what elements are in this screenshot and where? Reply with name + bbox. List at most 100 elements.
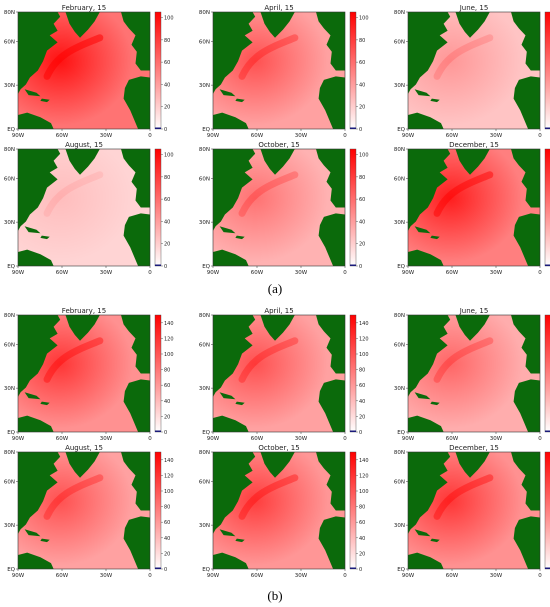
colorbar-tick-label: 60 (164, 383, 170, 389)
colorbar-tick-label: 0 (359, 264, 362, 270)
africa-land (318, 76, 345, 129)
y-tick-label: 80N (199, 147, 210, 153)
gulf-stream-band (43, 474, 104, 520)
colorbar-tick-label: 0 (164, 567, 167, 573)
caribbean-land (235, 98, 245, 103)
colorbar-tick-label: 80 (359, 368, 365, 374)
africa-land (123, 213, 150, 266)
x-tick-label: 0 (148, 133, 152, 139)
caribbean-land (40, 98, 50, 103)
colorbar-tick-label: 60 (359, 383, 365, 389)
x-tick-label: 90W (12, 573, 25, 579)
colorbar-min-marker (545, 127, 550, 129)
y-tick-label: 80N (394, 313, 405, 319)
y-tick-label: EQ (7, 127, 15, 133)
north-america-land (213, 452, 256, 534)
x-tick-label: 60W (56, 573, 69, 579)
colorbar-min-marker (155, 264, 161, 266)
south-america-land (408, 249, 444, 266)
caribbean-land (40, 538, 50, 543)
colorbar-tick-label: 120 (359, 336, 369, 342)
x-tick-label: 90W (402, 270, 415, 276)
y-tick-label: 30N (4, 523, 15, 529)
greenland-land (65, 12, 100, 38)
colorbar-tick-label: 140 (164, 321, 174, 327)
colorbar-tick-label: 120 (359, 473, 369, 479)
x-tick-label: 30W (490, 133, 503, 139)
x-tick-label: 60W (56, 270, 69, 276)
north-america-land (18, 149, 61, 231)
x-tick-label: 60W (446, 573, 459, 579)
colorbar-tick-label: 40 (164, 399, 170, 405)
europe-land (511, 149, 540, 208)
colorbar (349, 148, 357, 267)
x-tick-label: 30W (295, 436, 308, 442)
x-tick-label: 90W (402, 133, 415, 139)
africa-land (513, 213, 540, 266)
north-america-land (18, 452, 61, 534)
south-america-land (213, 552, 249, 569)
colorbar-tick-label: 20 (164, 414, 170, 420)
colorbar-tick-label: 0 (164, 430, 167, 436)
colorbar-min-marker (545, 264, 550, 266)
y-tick-label: 60N (199, 342, 210, 348)
colorbar-min-marker (155, 127, 161, 129)
x-tick-label: 90W (12, 133, 25, 139)
colorbar-tick-label: 100 (359, 16, 369, 22)
colorbar (544, 314, 550, 433)
colorbar (154, 148, 162, 267)
panel-title: August, 15 (65, 444, 103, 452)
colorbar (544, 11, 550, 130)
y-tick-label: 80N (199, 10, 210, 16)
x-tick-label: 90W (207, 573, 220, 579)
x-tick-label: 60W (446, 436, 459, 442)
north-america-land (213, 149, 256, 231)
y-tick-label: 80N (394, 10, 405, 16)
gulf-stream-band (238, 171, 299, 217)
colorbar-tick-label: 60 (359, 520, 365, 526)
south-america-land (408, 112, 444, 129)
colorbar (154, 314, 162, 433)
colorbar-tick-label: 80 (164, 175, 170, 181)
south-america-land (408, 415, 444, 432)
y-tick-label: EQ (397, 127, 405, 133)
map-panel: February, 15 EQ 30N 60N 80N 90W 60W 30W 0 0 20 40 60… (4, 307, 174, 442)
colorbar-tick-label: 40 (359, 219, 365, 225)
map-frame (17, 11, 151, 130)
x-tick-label: 0 (343, 133, 347, 139)
africa-land (318, 379, 345, 432)
africa-land (513, 516, 540, 569)
map-frame (212, 451, 346, 570)
y-tick-label: 80N (4, 10, 15, 16)
x-tick-label: 60W (56, 133, 69, 139)
caribbean-land (235, 235, 245, 240)
africa-land (123, 76, 150, 129)
figure-label-b: (b) (267, 588, 283, 603)
colorbar (154, 451, 162, 570)
colorbar-tick-label: 0 (164, 127, 167, 133)
y-tick-label: 60N (394, 342, 405, 348)
figure-label-a: (a) (267, 281, 283, 296)
greenland-land (65, 149, 100, 175)
x-tick-label: 60W (446, 133, 459, 139)
x-tick-label: 0 (148, 270, 152, 276)
y-tick-label: 80N (199, 450, 210, 456)
map-frame (407, 314, 541, 433)
map-panel: December, 15EQ30N60N80N90W60W30W00204060… (394, 444, 550, 579)
colorbar-tick-label: 40 (164, 536, 170, 542)
panel-title: April, 15 (264, 4, 293, 12)
x-tick-label: 30W (100, 573, 113, 579)
greenland-land (455, 315, 490, 341)
south-america-land (213, 249, 249, 266)
north-america-land (408, 12, 451, 94)
x-tick-label: 30W (295, 133, 308, 139)
europe-land (121, 315, 150, 374)
y-tick-label: EQ (202, 567, 210, 573)
cuba-land (24, 226, 41, 234)
x-tick-label: 30W (490, 436, 503, 442)
colorbar-min-marker (350, 430, 356, 432)
south-america-land (213, 112, 249, 129)
panel-title: December, 15 (449, 141, 499, 149)
colorbar (154, 11, 162, 130)
